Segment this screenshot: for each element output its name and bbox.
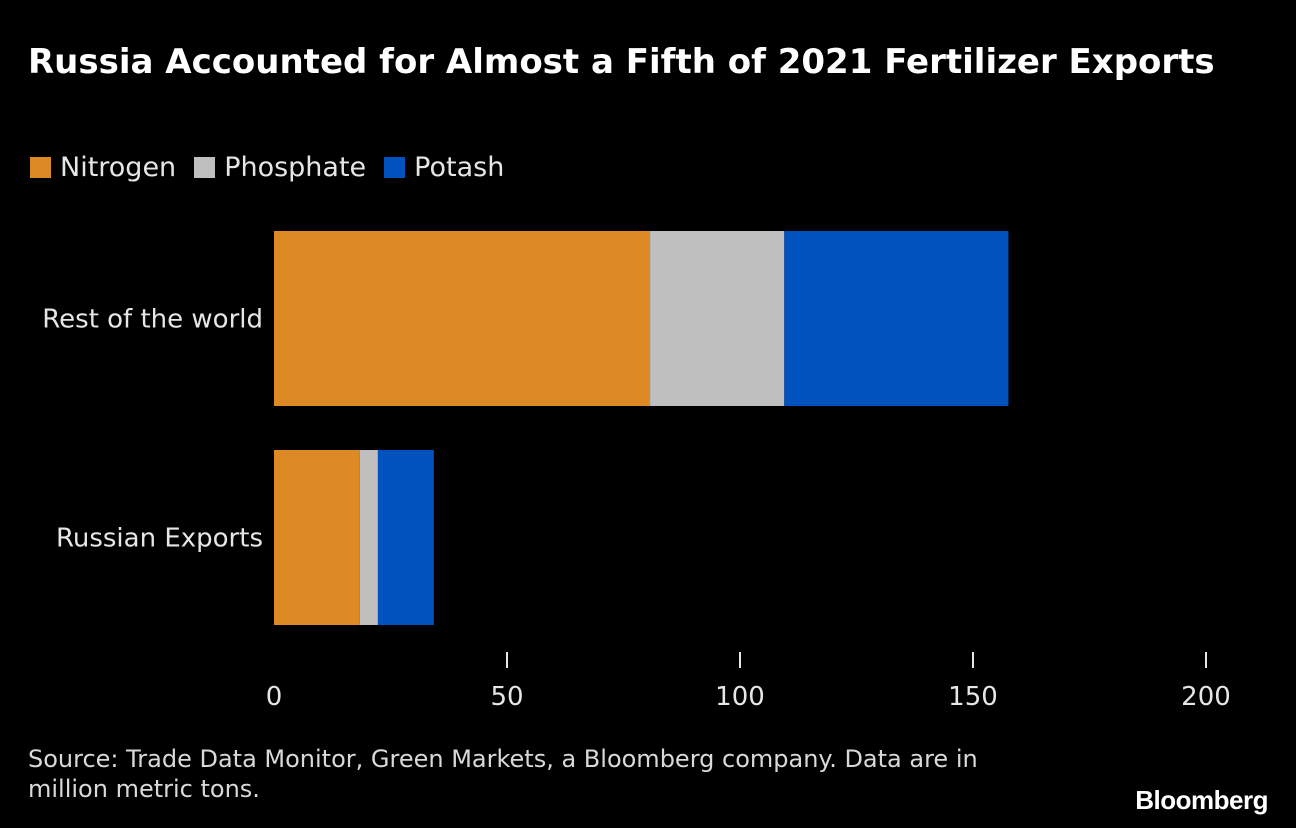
x-tick-label-150: 150 (948, 682, 998, 712)
legend-swatch-phosphate (194, 157, 216, 178)
bar-rest-of-the-world-potash (784, 231, 1009, 406)
legend-label-nitrogen: Nitrogen (60, 152, 177, 183)
bar-russian-exports-nitrogen (274, 450, 360, 625)
bar-rest-of-the-world-phosphate (650, 231, 785, 406)
bar-rest-of-the-world-nitrogen (274, 231, 651, 406)
category-label-rest-of-the-world: Rest of the world (42, 305, 263, 335)
bar-russian-exports-phosphate (359, 450, 378, 625)
legend-item-nitrogen: Nitrogen (30, 152, 176, 183)
legend-swatch-nitrogen (30, 157, 51, 178)
x-tick-label-0: 0 (266, 682, 283, 712)
bar-russian-exports-potash (377, 450, 434, 625)
source-note: Source: Trade Data Monitor, Green Market… (28, 745, 978, 803)
bar-chart: Rest of the world Russian Exports 0 50 100 15… (42, 231, 1231, 712)
x-tick-label-100: 100 (715, 682, 765, 712)
legend-item-phosphate: Phosphate (194, 152, 366, 183)
x-tick-label-50: 50 (490, 682, 523, 712)
legend-label-potash: Potash (414, 152, 505, 183)
legend-swatch-potash (384, 157, 406, 178)
legend-item-potash: Potash (384, 152, 504, 183)
category-label-russian-exports: Russian Exports (56, 524, 263, 554)
chart-title: Russia Accounted for Almost a Fifth of 2… (28, 42, 1215, 82)
legend: Nitrogen Phosphate Potash (30, 152, 522, 183)
legend-label-phosphate: Phosphate (224, 152, 367, 183)
bloomberg-logo: Bloomberg (1135, 785, 1268, 815)
x-tick-label-200: 200 (1181, 682, 1231, 712)
